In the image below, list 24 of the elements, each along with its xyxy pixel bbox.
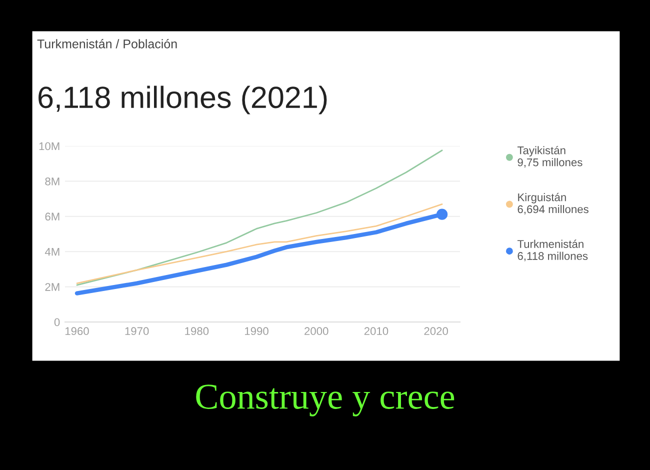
line-series: [76, 203, 443, 284]
text: 6,694 millones: [518, 205, 588, 214]
y-tick-label: 2M: [45, 283, 60, 291]
y-tick-label: 0: [54, 318, 60, 326]
chart-subtitle: Turkmenistán / Población: [37, 39, 177, 48]
x-tick-label: 1990: [245, 327, 268, 336]
legend-label: Tayikistán: [517, 146, 566, 156]
y-tick-label: 6M: [45, 212, 60, 221]
chart-title: 6,118 millones (2021): [38, 86, 327, 114]
legend-label: Turkmenistán: [517, 240, 584, 248]
y-tick-label: 4M: [44, 248, 60, 256]
x-tick-label: 2010: [364, 327, 388, 336]
text: Construye y crece: [196, 384, 454, 416]
x-tick-label: 1960: [65, 327, 89, 336]
text: 9,75 millones: [518, 158, 582, 168]
x-tick-label: 2000: [304, 327, 328, 336]
x-tick-label: 1980: [185, 327, 209, 336]
y-tick-label: 10M: [39, 142, 60, 150]
text: 6,118 millones: [518, 252, 588, 262]
legend-label: Kirguistán: [518, 192, 566, 204]
line-series: [76, 150, 443, 286]
y-tick-label: 8M: [45, 177, 60, 186]
x-tick-label: 2020: [424, 327, 448, 336]
x-tick-label: 1970: [125, 327, 149, 336]
